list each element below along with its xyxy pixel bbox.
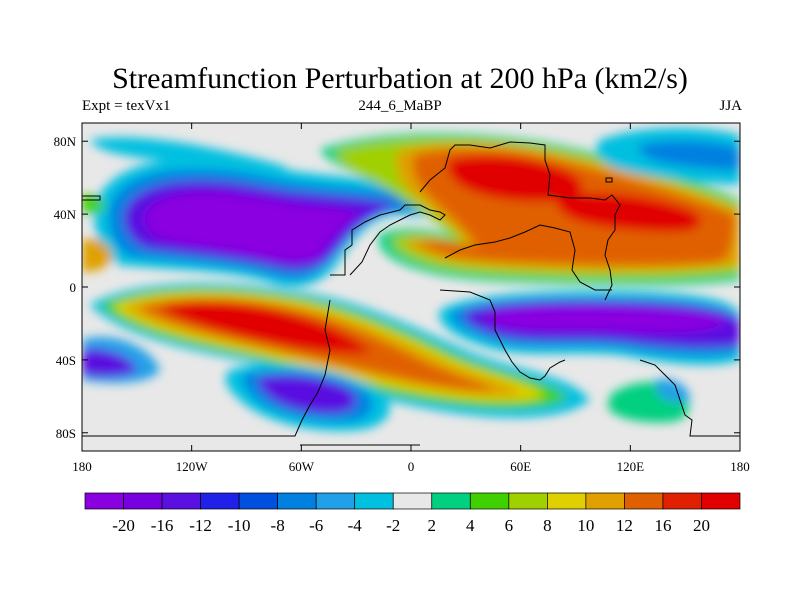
colorbar-label: 4 (466, 516, 475, 535)
colorbar-swatch (624, 492, 664, 510)
colorbar-label: 16 (654, 516, 671, 535)
colorbar-swatch (585, 492, 625, 510)
coastlines (82, 141, 740, 446)
colorbar-swatch (200, 492, 240, 510)
colorbar-swatch (238, 492, 278, 510)
colorbar-swatch (161, 492, 201, 510)
colorbar-swatch (431, 492, 471, 510)
map-title: Streamfunction Perturbation at 200 hPa (… (112, 62, 688, 95)
colorbar-label: -6 (309, 516, 323, 535)
coast-africa (439, 289, 566, 381)
colorbar-swatch (277, 492, 317, 510)
colorbar-swatch (469, 492, 510, 510)
colorbar-label: -20 (112, 516, 135, 535)
colorbar-label: -10 (228, 516, 251, 535)
contour-field (82, 128, 740, 446)
lat-tick-label: 80S (56, 426, 76, 441)
colorbar-label: 20 (693, 516, 710, 535)
colorbar-label: -4 (348, 516, 363, 535)
colorbar-swatch (84, 492, 124, 510)
lon-tick-label: 60E (510, 459, 531, 474)
coast-asia-south (444, 224, 612, 291)
experiment-label: Expt = texVx1 (82, 98, 171, 114)
colorbar-label: -2 (386, 516, 400, 535)
coast-eurasia (419, 141, 621, 301)
coast-australia (639, 359, 740, 437)
lon-tick-label: 60W (289, 459, 315, 474)
coast-north-america (82, 195, 101, 201)
colorbar-swatch (123, 492, 163, 510)
lon-tick-label: 120W (176, 459, 209, 474)
colorbar-swatch (547, 492, 587, 510)
colorbar-label: 10 (577, 516, 594, 535)
colorbar-swatch (701, 492, 741, 510)
colorbar-swatch (315, 492, 356, 510)
lat-tick-label: 40S (56, 353, 76, 368)
colorbar-label: 12 (616, 516, 633, 535)
lon-tick-label: 180 (72, 459, 92, 474)
colorbar-label: -12 (189, 516, 212, 535)
coast-south-america (330, 204, 446, 276)
colorbar-label: 6 (505, 516, 514, 535)
season-label: JJA (719, 98, 742, 114)
lon-tick-label: 180 (730, 459, 750, 474)
colorbar-label: -8 (271, 516, 285, 535)
lat-tick-label: 0 (70, 280, 77, 295)
coast-south-america-south (82, 299, 331, 437)
lat-tick-label: 80N (54, 134, 77, 149)
colorbar-label: 8 (543, 516, 552, 535)
lon-tick-label: 0 (408, 459, 415, 474)
colorbar-label: 2 (428, 516, 437, 535)
axis-ticks: 180 120W 60W 0 60E 120E 180 80N 40N 0 40S 80S (54, 123, 750, 474)
colorbar-swatch (392, 492, 433, 510)
lon-tick-label: 120E (617, 459, 645, 474)
lat-tick-label: 40N (54, 207, 77, 222)
colorbar-swatch (354, 492, 394, 510)
colorbar: -20 -16 -12 -10 -8 -6 -4 -2 2 4 6 8 10 12 16 20 (84, 492, 741, 535)
case-label: 244_6_MaBP (358, 98, 442, 114)
colorbar-swatch (662, 492, 702, 510)
colorbar-swatch (508, 492, 548, 510)
colorbar-label: -16 (151, 516, 174, 535)
